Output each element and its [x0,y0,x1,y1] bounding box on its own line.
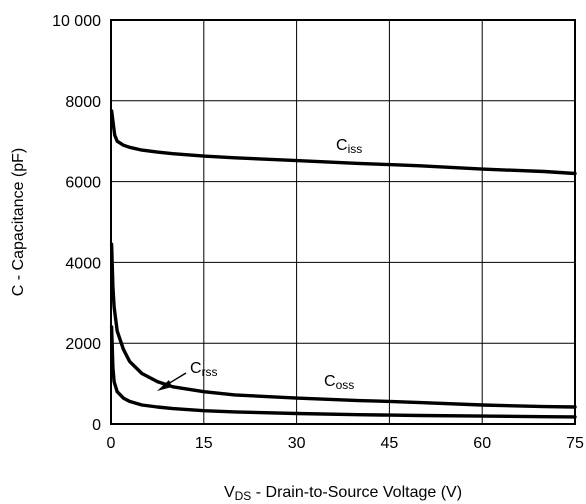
x-tick-label: 15 [195,435,213,452]
y-tick-label: 0 [92,417,101,434]
y-axis-label: C - Capacitance (pF) [10,148,27,297]
series-label-ciss: Ciss [336,137,362,156]
x-axis-label: VDS - Drain-to-Source Voltage (V) [224,484,462,503]
series-line-ciss [109,109,577,176]
crss-pointer-arrow [157,372,187,391]
y-tick-label: 8000 [65,94,101,111]
x-tick-label: 60 [473,435,491,452]
x-tick-labels: 0 15 30 45 60 75 [107,435,584,452]
y-tick-label: 4000 [65,255,101,272]
series-line-crss [109,325,577,419]
x-tick-label: 75 [566,435,584,452]
grid [111,20,575,424]
x-tick-label: 0 [107,435,116,452]
x-tick-label: 45 [381,435,399,452]
series-line-coss [109,242,577,409]
series-label-coss: Coss [324,373,354,392]
plot-frame [110,19,576,425]
x-tick-label: 30 [288,435,306,452]
curves [109,109,577,419]
y-tick-label: 6000 [65,175,101,192]
y-tick-label: 10 000 [52,13,101,30]
y-tick-label: 2000 [65,336,101,353]
y-tick-labels: 0 2000 4000 6000 8000 10 000 [52,13,101,434]
series-label-crss: Crss [190,360,218,379]
